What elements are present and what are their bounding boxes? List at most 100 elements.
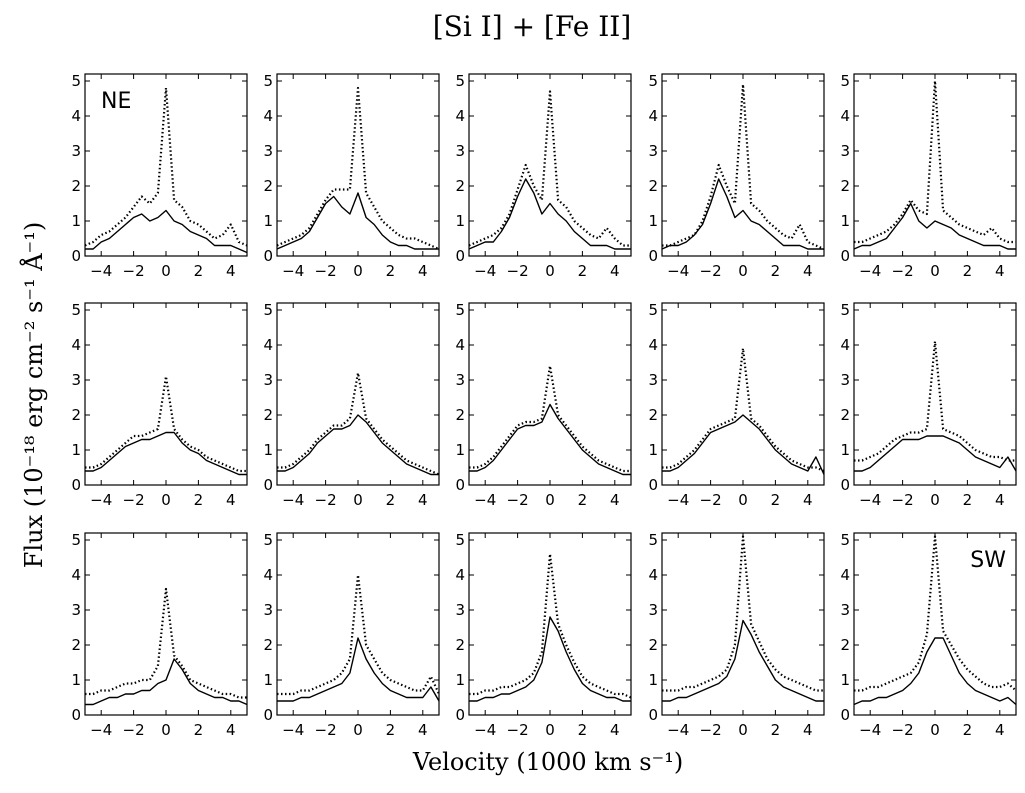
panel-frame	[853, 302, 1017, 486]
panel-frame	[276, 73, 440, 257]
y-tick-label: 0	[455, 476, 465, 494]
x-tick-label: −2	[315, 262, 337, 280]
y-tick-label: 3	[840, 371, 850, 389]
y-tick-label: 0	[840, 476, 850, 494]
x-tick-label: 0	[930, 491, 940, 509]
solid-series-line	[277, 414, 439, 476]
x-tick-label: 4	[226, 262, 236, 280]
x-tick-label: −4	[667, 721, 689, 739]
x-tick-label: −2	[507, 262, 529, 280]
y-tick-label: 5	[455, 531, 465, 549]
dotted-series-line	[84, 86, 248, 247]
y-tick-label: 5	[840, 72, 850, 90]
y-tick-label: 5	[840, 301, 850, 319]
panel-frame	[853, 73, 1017, 257]
y-tick-label: 4	[840, 336, 850, 354]
solid-series-line	[662, 414, 825, 475]
dotted-series-line	[277, 371, 440, 476]
x-tick-label: −2	[700, 721, 722, 739]
solid-series-line	[277, 637, 440, 702]
x-tick-label: 4	[995, 721, 1005, 739]
y-tick-label: 2	[455, 636, 465, 654]
y-tick-label: 0	[263, 247, 273, 265]
x-tick-label: 0	[545, 262, 555, 280]
y-tick-label: 5	[263, 531, 273, 549]
panel-3: −4 −2 0 2 4 0 1 2 3 4 5	[455, 72, 632, 280]
y-tick-label: 0	[840, 247, 850, 265]
dotted-series-line	[85, 587, 247, 699]
y-tick-label: 4	[71, 566, 81, 584]
x-tick-label: 2	[963, 721, 973, 739]
x-tick-label: 2	[578, 262, 588, 280]
x-tick-label: 4	[995, 491, 1005, 509]
y-tick-label: 4	[455, 566, 465, 584]
y-tick-label: 1	[840, 441, 850, 459]
x-tick-label: −2	[315, 491, 337, 509]
y-tick-label: 0	[455, 706, 465, 724]
y-tick-label: 1	[648, 441, 658, 459]
solid-series-line	[85, 209, 248, 254]
y-tick-label: 0	[263, 476, 273, 494]
y-tick-label: 4	[455, 107, 465, 125]
x-tick-label: −4	[859, 721, 881, 739]
y-tick-label: 0	[71, 247, 81, 265]
y-tick-label: 0	[71, 706, 81, 724]
x-tick-label: −2	[123, 491, 145, 509]
panel-frame	[661, 302, 825, 486]
y-tick-label: 3	[648, 371, 658, 389]
y-tick-label: 4	[71, 336, 81, 354]
dotted-series-line	[662, 347, 825, 473]
x-tick-label: 0	[353, 721, 363, 739]
y-axis-label: Flux (10⁻¹⁸ erg cm⁻² s⁻¹ Å⁻¹)	[19, 222, 48, 568]
y-tick-label: 5	[71, 301, 81, 319]
x-tick-label: 2	[578, 491, 588, 509]
dotted-series-line	[662, 535, 824, 692]
panel-8: −4 −2 0 2 4 0 1 2 3 4 5	[455, 301, 632, 509]
dotted-series-line	[469, 552, 632, 699]
dotted-series-line	[469, 364, 631, 473]
y-tick-label: 0	[840, 706, 850, 724]
y-tick-label: 1	[455, 671, 465, 689]
x-tick-label: 0	[545, 491, 555, 509]
panel-5: −4 −2 0 2 4 0 1 2 3 4 5	[840, 72, 1017, 280]
x-tick-label: −2	[315, 721, 337, 739]
x-tick-label: 2	[386, 262, 396, 280]
panel-frame	[276, 532, 440, 716]
y-tick-label: 2	[648, 636, 658, 654]
y-tick-label: 1	[71, 212, 81, 230]
y-tick-label: 1	[263, 212, 273, 230]
solid-series-line	[854, 435, 1017, 472]
y-tick-label: 0	[648, 706, 658, 724]
y-tick-label: 1	[71, 671, 81, 689]
x-tick-label: 0	[353, 262, 363, 280]
x-tick-label: 2	[771, 721, 781, 739]
x-tick-label: 2	[771, 262, 781, 280]
solid-series-line	[853, 637, 1017, 706]
y-tick-label: 4	[648, 107, 658, 125]
y-tick-label: 1	[263, 671, 273, 689]
y-tick-label: 5	[840, 531, 850, 549]
y-tick-label: 5	[455, 301, 465, 319]
y-tick-label: 1	[840, 212, 850, 230]
solid-series-line	[661, 178, 824, 250]
y-tick-label: 3	[263, 142, 273, 160]
x-tick-label: 4	[226, 721, 236, 739]
y-tick-label: 5	[263, 301, 273, 319]
x-tick-label: −4	[282, 491, 304, 509]
x-axis-label: Velocity (1000 km s⁻¹)	[412, 748, 683, 776]
x-tick-label: 4	[610, 262, 620, 280]
x-tick-label: 4	[995, 262, 1005, 280]
x-tick-label: 2	[771, 491, 781, 509]
y-tick-label: 3	[455, 142, 465, 160]
x-tick-label: 2	[963, 262, 973, 280]
solid-series-line	[468, 178, 631, 250]
dotted-series-line	[854, 340, 1016, 462]
panel-9: −4 −2 0 2 4 0 1 2 3 4 5	[648, 301, 825, 509]
y-tick-label: 3	[648, 142, 658, 160]
panel-label: SW	[970, 548, 1006, 573]
x-tick-label: 4	[803, 262, 813, 280]
y-tick-label: 2	[455, 406, 465, 424]
y-tick-label: 3	[455, 601, 465, 619]
y-tick-label: 3	[263, 601, 273, 619]
